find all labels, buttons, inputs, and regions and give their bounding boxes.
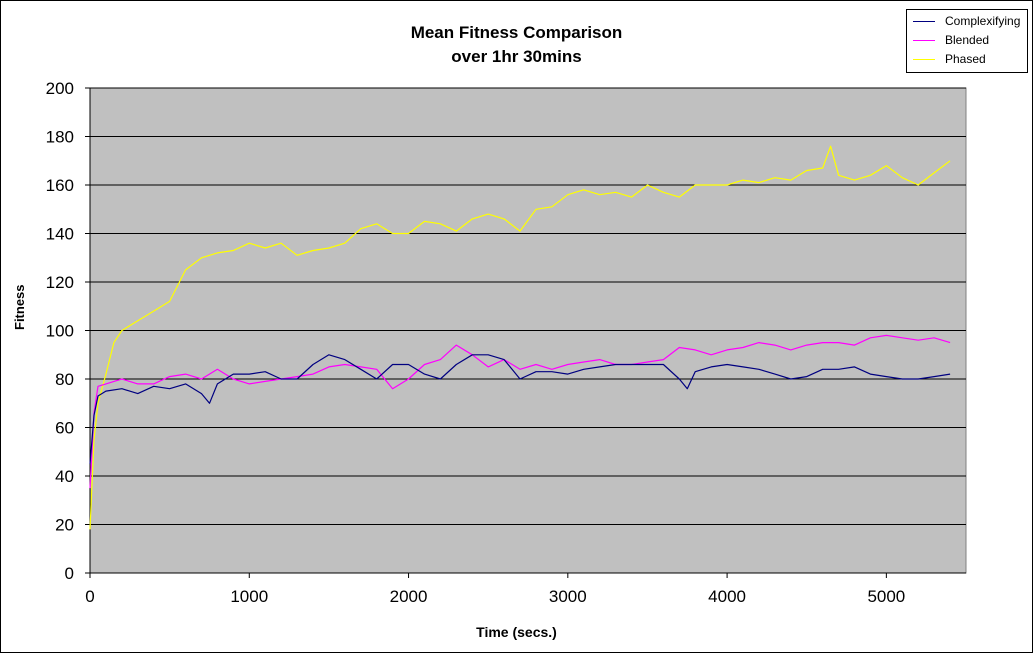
chart-title: Mean Fitness Comparison [410, 23, 623, 42]
chart-subtitle: over 1hr 30mins [451, 47, 582, 66]
legend-swatch [913, 20, 935, 22]
series-line-complexifying [89, 354, 951, 464]
legend-label: Complexifying [945, 14, 1021, 28]
legend: Complexifying Blended Phased [906, 9, 1028, 73]
x-axis-label: Time (secs.) [476, 624, 557, 640]
x-tick-label: 3000 [549, 587, 587, 606]
series-line-phased [89, 145, 951, 530]
legend-label: Blended [945, 33, 990, 47]
y-tick-label: 140 [46, 225, 74, 244]
x-tick-label: 1000 [230, 587, 268, 606]
legend-swatch [913, 39, 935, 41]
x-tick-label: 0 [85, 587, 94, 606]
legend-item-blended: Blended [913, 32, 989, 48]
y-tick-label: 100 [46, 322, 74, 341]
x-tick-label: 2000 [390, 587, 428, 606]
legend-label: Phased [945, 52, 986, 66]
y-tick-label: 20 [55, 516, 74, 535]
x-tick-label: 4000 [708, 587, 746, 606]
y-tick-label: 60 [55, 419, 74, 438]
legend-item-phased: Phased [913, 51, 986, 67]
y-tick-label: 40 [55, 467, 74, 486]
y-tick-label: 200 [46, 79, 74, 98]
legend-swatch [913, 58, 935, 60]
y-axis-label: Fitness [12, 284, 27, 330]
y-tick-label: 80 [55, 370, 74, 389]
y-tick-label: 0 [65, 564, 74, 583]
x-tick-label: 5000 [867, 587, 905, 606]
y-tick-label: 120 [46, 273, 74, 292]
y-tick-label: 180 [46, 128, 74, 147]
y-tick-label: 160 [46, 176, 74, 195]
legend-item-complexifying: Complexifying [913, 13, 1020, 29]
